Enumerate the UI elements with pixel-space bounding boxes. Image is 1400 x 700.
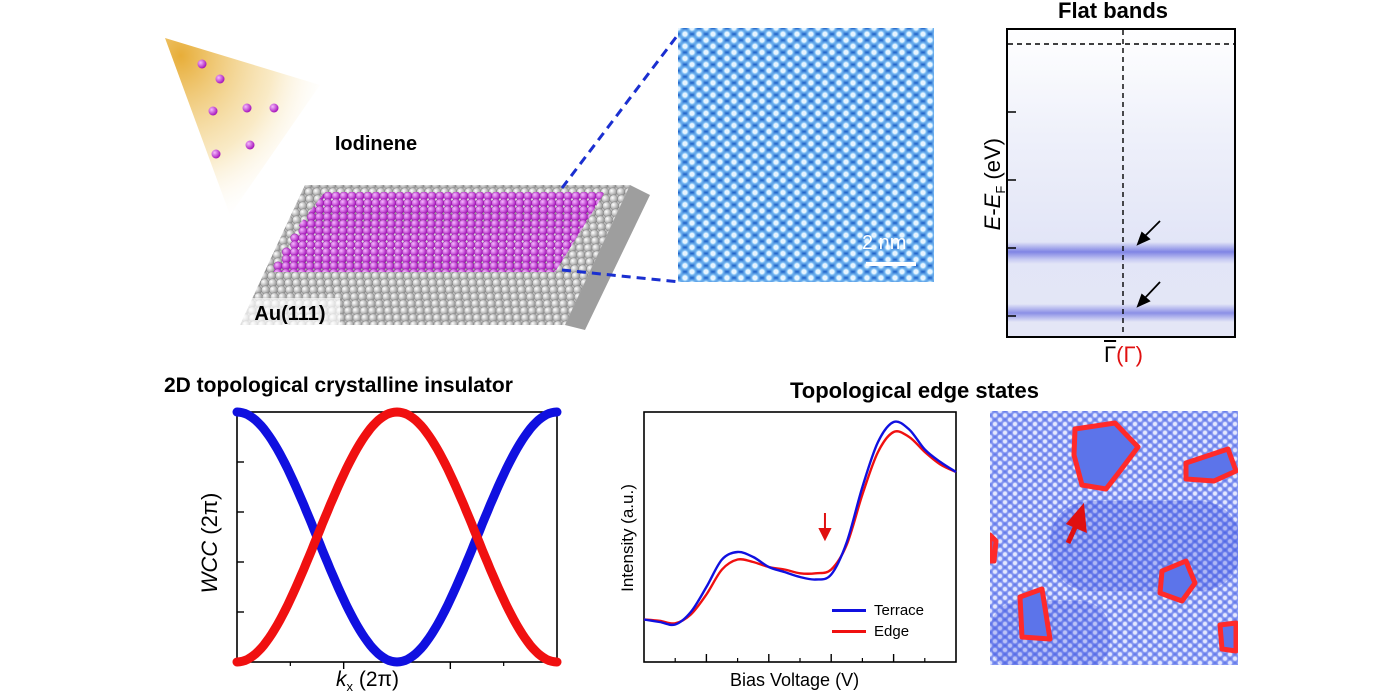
arpes-overlay	[1008, 30, 1234, 336]
sts-legend: Terrace Edge	[832, 602, 924, 640]
arpes-ylabel: E-EF (eV)	[979, 138, 1009, 231]
tci-title: 2D topological crystalline insulator	[164, 374, 513, 397]
edge-states-title: Topological edge states	[790, 378, 1039, 403]
wcc-ylabel: WCC (2π)	[197, 492, 222, 594]
arpes-ticks	[1008, 111, 1016, 317]
sts-series-edge	[643, 430, 957, 625]
flat-bands-title: Flat bands	[1058, 0, 1169, 23]
sts-xlabel: Bias Voltage (V)	[730, 670, 860, 690]
substrate-label: Au(111)	[254, 303, 325, 325]
band-arrow-lower	[1136, 281, 1161, 308]
arpes-xlabel: Γ(Γ)	[1104, 342, 1143, 368]
wcc-series-blue	[232, 407, 562, 667]
stm-image: 2 nm	[678, 28, 934, 282]
wcc-xlabel: kx (2π)	[336, 668, 399, 695]
iodinene-label: Iodinene	[335, 133, 417, 155]
sts-dip-arrow	[818, 513, 832, 542]
flat-band-lower	[1008, 304, 1234, 322]
edge-state-map	[990, 411, 1238, 665]
edge-arrow	[1065, 502, 1087, 545]
wcc-axes-frame	[236, 411, 558, 663]
sts-ylabel: Intensity (a.u.)	[618, 484, 637, 592]
sts-chart	[643, 411, 957, 663]
wcc-series-red	[232, 407, 562, 667]
iodine-atoms-flying	[197, 59, 279, 159]
sts-series-terrace	[643, 420, 957, 627]
iodinene-schematic: Iodinene Au(111)	[165, 31, 682, 330]
edge-islands	[990, 420, 1238, 654]
legend-item-edge: Edge	[832, 623, 924, 640]
wcc-chart	[232, 407, 562, 669]
flat-band-upper	[1008, 242, 1234, 264]
arpes-frame	[1006, 28, 1236, 338]
deposition-cone	[165, 38, 320, 215]
gamma-paren: (Γ)	[1116, 342, 1143, 367]
legend-item-terrace: Terrace	[832, 602, 924, 619]
band-arrow-upper	[1136, 220, 1161, 246]
iodine-layer	[273, 192, 605, 272]
gamma-bar: Γ	[1104, 342, 1117, 367]
scale-bar-label: 2 nm	[862, 232, 907, 254]
scale-bar	[866, 262, 916, 266]
